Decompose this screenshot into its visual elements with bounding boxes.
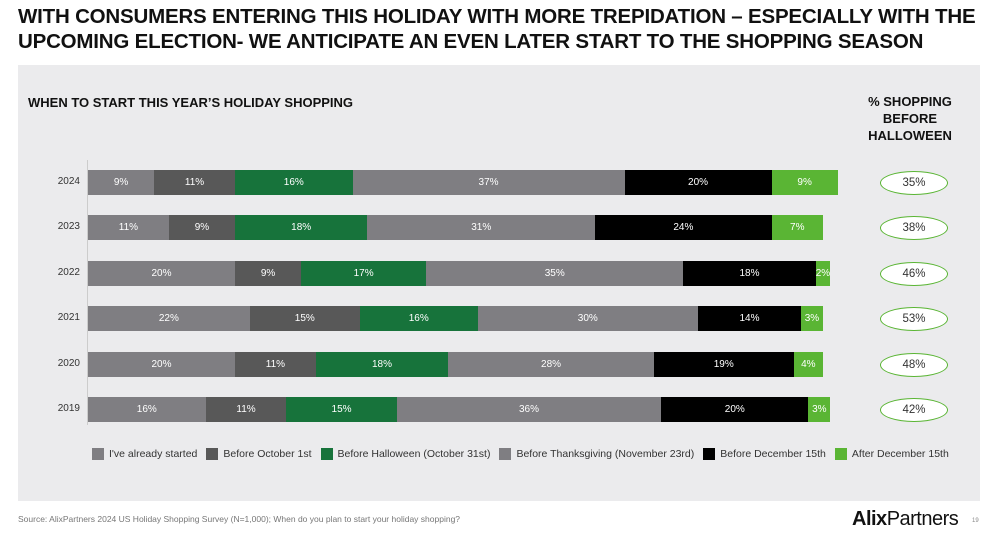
- legend-swatch: [499, 448, 512, 460]
- bar-segment: 4%: [793, 352, 823, 377]
- y-tick-label: 2022: [57, 267, 80, 278]
- legend-label: I've already started: [109, 448, 198, 460]
- axis-line: [87, 160, 88, 425]
- bar-segment: 17%: [301, 261, 427, 286]
- bar-segment: 14%: [698, 306, 801, 331]
- title-line-2: UPCOMING ELECTION- WE ANTICIPATE AN EVEN…: [18, 30, 924, 53]
- bar-segment: 20%: [661, 397, 809, 422]
- halloween-share-badge: 46%: [880, 261, 948, 286]
- bar-segment: 19%: [653, 352, 794, 377]
- halloween-share-badge: 53%: [880, 306, 948, 331]
- bar-segment: 15%: [249, 306, 360, 331]
- legend-label: Before Thanksgiving (November 23rd): [516, 448, 695, 460]
- legend-label: Before October 1st: [223, 448, 312, 460]
- bar-segment: 20%: [88, 352, 235, 377]
- bar-segment: 16%: [88, 397, 206, 422]
- bar-segment: 36%: [396, 397, 662, 422]
- chart-title: WHEN TO START THIS YEAR’S HOLIDAY SHOPPI…: [28, 95, 354, 110]
- bar-segment: 11%: [205, 397, 287, 422]
- halloween-share-badge: 42%: [880, 397, 948, 422]
- legend: I've already started Before October 1st Be…: [92, 448, 949, 460]
- bar-segment: 24%: [595, 215, 772, 240]
- legend-item: Before Thanksgiving (November 23rd): [499, 448, 694, 460]
- halloween-share-badge: 35%: [880, 170, 948, 195]
- title-line-1: WITH CONSUMERS ENTERING THIS HOLIDAY WIT…: [18, 5, 976, 28]
- legend-swatch: [834, 448, 847, 460]
- bar-segment: 30%: [477, 306, 699, 331]
- bar-segment: 9%: [235, 261, 302, 286]
- bar-segment: 18%: [315, 352, 449, 377]
- bar-segment: 9%: [168, 215, 235, 240]
- legend-label: Before Halloween (October 31st): [337, 448, 491, 460]
- y-tick-label: 2019: [57, 403, 80, 414]
- legend-swatch: [92, 448, 104, 460]
- bar-segment: 31%: [367, 215, 596, 240]
- bar-segment: 9%: [88, 170, 155, 195]
- bar-segment: 9%: [771, 170, 838, 195]
- bar-segment: 20%: [624, 170, 772, 195]
- legend-swatch: [320, 448, 333, 460]
- logo-rest: Partners: [886, 508, 959, 530]
- y-tick-label: 2020: [57, 358, 80, 369]
- alixpartners-logo: AlixPartners: [852, 508, 959, 531]
- halloween-share-badge: 38%: [880, 215, 948, 240]
- bar-segment: 18%: [235, 215, 368, 240]
- legend-label: Before December 15th: [720, 448, 826, 460]
- legend-item: Before December 15th: [703, 448, 826, 460]
- source-note: Source: AlixPartners 2024 US Holiday Sho…: [18, 514, 461, 524]
- logo-bold: Alix: [852, 508, 887, 530]
- bar-segment: 7%: [771, 215, 823, 240]
- bar-segment: 28%: [448, 352, 654, 377]
- legend-item: Before October 1st: [206, 448, 312, 460]
- bar-segment: 20%: [88, 261, 235, 286]
- bar-segment: 18%: [683, 261, 816, 286]
- side-header: % SHOPPING BEFORE HALLOWEEN: [868, 94, 952, 143]
- bar-segment: 16%: [235, 170, 353, 195]
- bar-segment: 3%: [808, 397, 831, 422]
- legend-label: After December 15th: [851, 448, 949, 460]
- bar-segment: 16%: [359, 306, 478, 331]
- bar-segment: 11%: [235, 352, 316, 377]
- y-tick-label: 2024: [57, 176, 80, 187]
- bar-segment: 22%: [88, 306, 250, 331]
- bar-segment: 35%: [426, 261, 684, 286]
- legend-swatch: [703, 448, 716, 460]
- page-number: 19: [972, 518, 979, 524]
- halloween-share-badge: 48%: [880, 352, 948, 377]
- bar-segment: 15%: [286, 397, 397, 422]
- y-tick-label: 2023: [57, 221, 80, 232]
- y-tick-label: 2021: [57, 312, 80, 323]
- bar-segment: 37%: [352, 170, 625, 195]
- legend-item: Before Halloween (October 31st): [320, 448, 491, 460]
- bar-segment: 11%: [154, 170, 235, 195]
- legend-swatch: [206, 448, 219, 460]
- slide-title: WITH CONSUMERS ENTERING THIS HOLIDAY WIT…: [18, 4, 976, 54]
- legend-item: After December 15th: [834, 448, 949, 460]
- legend-item: I've already started: [92, 448, 197, 460]
- bar-segment: 11%: [88, 215, 169, 240]
- bar-segment: 2%: [815, 261, 831, 286]
- bar-segment: 3%: [800, 306, 823, 331]
